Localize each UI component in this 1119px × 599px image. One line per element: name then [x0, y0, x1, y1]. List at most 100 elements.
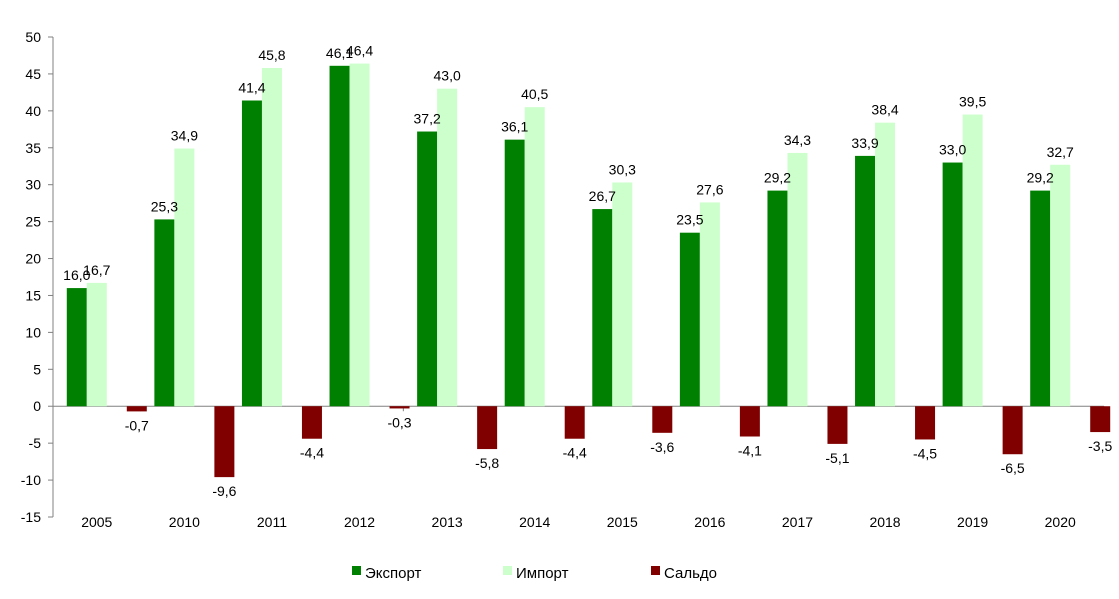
bar-saldo — [389, 406, 410, 409]
x-tick-label: 2015 — [607, 514, 638, 530]
data-label-export: 37,2 — [414, 111, 441, 127]
legend-label-import: Импорт — [516, 565, 569, 582]
x-tick-label: 2018 — [869, 514, 900, 530]
legend-label-export: Экспорт — [365, 565, 421, 582]
bar-export — [329, 65, 350, 407]
data-label-saldo: -4,1 — [738, 443, 762, 459]
bar-saldo — [915, 406, 936, 440]
data-label-saldo: -0,7 — [125, 417, 149, 433]
legend-label-saldo: Сальдо — [664, 565, 717, 582]
x-tick-label: 2016 — [694, 514, 725, 530]
bar-saldo — [564, 406, 585, 439]
legend-swatch-saldo — [651, 566, 660, 575]
x-tick-label: 2005 — [81, 514, 112, 530]
bar-export — [1030, 190, 1051, 407]
data-label-import: 30,3 — [609, 161, 636, 177]
x-tick-label: 2017 — [782, 514, 813, 530]
data-label-export: 16,0 — [63, 267, 90, 283]
y-tick-label: 10 — [25, 324, 41, 340]
data-label-saldo: -4,4 — [563, 445, 587, 461]
bar-import — [962, 114, 983, 407]
bar-export — [66, 288, 87, 407]
legend-swatch-import — [503, 566, 512, 575]
bar-import — [174, 148, 195, 407]
x-tick-label: 2012 — [344, 514, 375, 530]
bar-saldo — [1090, 406, 1111, 433]
bar-import — [437, 88, 458, 407]
bar-export — [592, 209, 613, 407]
data-label-saldo: -4,5 — [913, 445, 937, 461]
data-label-saldo: -0,3 — [387, 414, 411, 430]
data-label-export: 29,2 — [1027, 170, 1054, 186]
data-label-export: 46,1 — [326, 45, 353, 61]
bar-saldo — [126, 406, 147, 412]
bar-export — [942, 162, 963, 407]
bar-export — [241, 100, 262, 407]
bar-saldo — [1002, 406, 1023, 455]
data-label-saldo: -9,6 — [212, 483, 236, 499]
y-tick-label: -5 — [29, 435, 42, 451]
y-axis: -15 -10 -5 0 5 10 15 20 25 30 35 40 45 50 — [21, 29, 54, 525]
y-tick-label: 5 — [33, 361, 41, 377]
y-tick-label: 20 — [25, 251, 41, 267]
data-label-export: 26,7 — [589, 188, 616, 204]
data-label-export: 25,3 — [151, 198, 178, 214]
data-label-import: 40,5 — [521, 86, 548, 102]
bar-import — [349, 63, 370, 407]
x-tick-label: 2013 — [432, 514, 463, 530]
data-label-export: 23,5 — [676, 212, 703, 228]
bar-export — [504, 139, 525, 407]
y-tick-label: 25 — [25, 214, 41, 230]
bar-import — [699, 202, 720, 407]
y-tick-label: -10 — [21, 472, 41, 488]
x-tick-label: 2011 — [257, 514, 287, 530]
data-label-import: 46,4 — [346, 43, 373, 59]
legend-swatch-export — [352, 566, 361, 575]
bars — [66, 63, 1111, 478]
y-tick-label: 35 — [25, 140, 41, 156]
data-label-import: 45,8 — [258, 47, 285, 63]
bar-import — [612, 182, 633, 407]
x-tick-label: 2019 — [957, 514, 988, 530]
bar-import — [524, 107, 545, 407]
x-tick-label: 2014 — [519, 514, 550, 530]
data-label-saldo: -5,1 — [825, 450, 849, 466]
y-tick-label: 50 — [25, 29, 41, 45]
bar-saldo — [301, 406, 322, 439]
data-labels: 16,0 25,3 41,4 46,1 37,2 36,1 26,7 23,5 29,2 33,9… — [63, 43, 1112, 500]
bar-saldo — [739, 406, 760, 437]
y-tick-label: 45 — [25, 66, 41, 82]
data-label-import: 38,4 — [871, 102, 898, 118]
data-label-import: 27,6 — [696, 181, 723, 197]
data-label-export: 33,0 — [939, 142, 966, 158]
data-label-export: 41,4 — [238, 80, 265, 96]
bar-export — [417, 131, 438, 407]
data-label-saldo: -5,8 — [475, 455, 499, 471]
x-tick-label: 2020 — [1045, 514, 1076, 530]
data-label-import: 39,5 — [959, 94, 986, 110]
data-label-import: 32,7 — [1047, 144, 1074, 160]
bar-import — [261, 68, 282, 407]
data-label-export: 33,9 — [851, 135, 878, 151]
data-label-saldo: -3,5 — [1088, 438, 1112, 454]
bar-saldo — [827, 406, 848, 444]
bar-export — [154, 219, 175, 407]
data-label-saldo: -3,6 — [650, 439, 674, 455]
bar-import — [86, 282, 107, 407]
data-label-saldo: -4,4 — [300, 445, 324, 461]
y-tick-label: 30 — [25, 177, 41, 193]
legend: Экспорт Импорт Сальдо — [352, 565, 717, 582]
y-tick-label: -15 — [21, 509, 41, 525]
data-label-import: 43,0 — [434, 68, 461, 84]
data-label-import: 16,7 — [83, 262, 110, 278]
bar-import — [787, 152, 808, 407]
bar-saldo — [477, 406, 498, 450]
bar-import — [1050, 164, 1071, 407]
bar-export — [679, 232, 700, 407]
y-tick-label: 40 — [25, 103, 41, 119]
x-tick-label: 2010 — [169, 514, 200, 530]
bar-import — [875, 122, 896, 407]
bar-saldo — [214, 406, 235, 478]
data-label-export: 36,1 — [501, 119, 528, 135]
